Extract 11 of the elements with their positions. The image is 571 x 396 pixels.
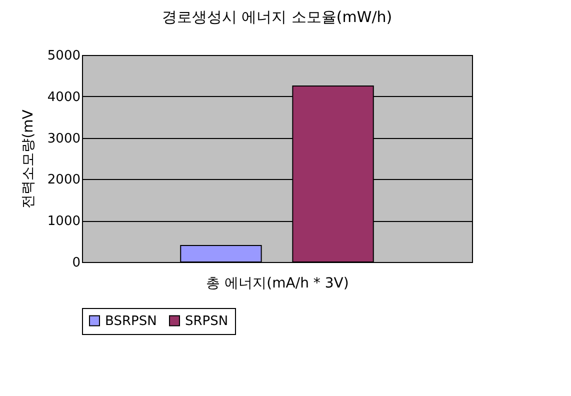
y-tick-label: 5000 xyxy=(47,48,80,64)
x-axis-title: 총 에너지(mA/h * 3V) xyxy=(206,276,349,292)
legend-label: SRPSN xyxy=(185,314,228,329)
y-tick-label: 3000 xyxy=(47,131,80,146)
y-axis-title: 전력소모량(mV xyxy=(20,109,36,208)
y-tick-label: 0 xyxy=(72,256,80,270)
y-tick-label: 2000 xyxy=(47,172,80,188)
y-tick-label: 1000 xyxy=(47,214,80,230)
y-tick-label: 4000 xyxy=(47,90,80,105)
legend-label: BSRPSN xyxy=(105,314,157,329)
chart-title: 경로생성시 에너지 소모율(mW/h) xyxy=(162,8,392,26)
